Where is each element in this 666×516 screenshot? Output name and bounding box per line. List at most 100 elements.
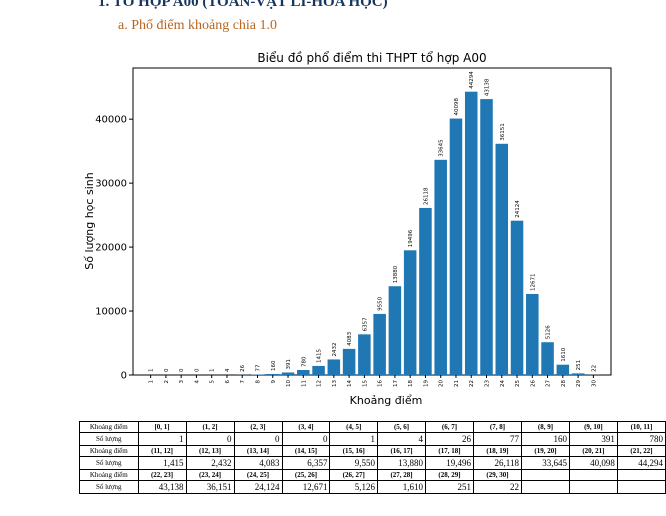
x-tick-label: 22	[469, 380, 475, 387]
bar-value-label: 0	[194, 368, 200, 372]
x-tick-label: 23	[485, 380, 491, 387]
count-cell: 0	[185, 432, 235, 446]
bar-value-label: 2432	[332, 342, 338, 356]
table-row: Số lượng 1,415 2,432 4,083 6,357 9,550 13,880 1…	[79, 456, 666, 470]
count-cell: 12,671	[281, 480, 331, 494]
bar-chart: Biểu đồ phổ điểm thi THPT tổ hợp A00 010…	[83, 51, 612, 407]
bar-20	[434, 159, 447, 375]
count-cell: 0	[281, 432, 331, 446]
x-tick-label: 15	[362, 380, 368, 387]
bar-value-label: 1415	[317, 348, 323, 362]
bar-16	[373, 313, 386, 375]
count-cell: 77	[473, 432, 522, 446]
range-cell: (18, 19]	[473, 445, 522, 457]
table-row: Số lượng 1 0 0 0 1 4 26 77 160 391 780	[79, 432, 666, 446]
range-cell: (22, 23]	[137, 469, 187, 481]
bar-value-label: 36151	[500, 123, 506, 141]
range-cell: (28, 29]	[425, 469, 474, 481]
row-label-range: Khoảng điểm	[79, 421, 139, 433]
count-cell: 22	[473, 480, 522, 494]
x-tick-label: 12	[317, 380, 323, 387]
range-cell: (3, 4]	[281, 421, 331, 433]
bar-24	[495, 143, 509, 375]
range-cell: [0, 1]	[137, 421, 187, 433]
section-heading: 1. TỔ HỢP A00 (TOÁN-VẬT LÍ-HÓA HỌC)	[98, 0, 388, 10]
y-tick-label: 10000	[95, 307, 127, 318]
range-cell	[616, 469, 666, 481]
x-axis-label: Khoảng điểm	[350, 394, 423, 407]
x-tick-label: 6	[225, 380, 231, 384]
x-tick-label: 28	[561, 380, 567, 387]
range-cell: (7, 8]	[473, 421, 522, 433]
count-cell: 4	[377, 432, 427, 446]
count-cell	[520, 480, 570, 494]
bar-15	[358, 334, 371, 375]
range-cell: (10, 11]	[616, 421, 666, 433]
range-cell: (1, 2]	[185, 421, 235, 433]
count-cell: 1,415	[137, 456, 187, 470]
bar-value-label: 0	[164, 368, 170, 372]
x-tick-label: 17	[393, 380, 399, 387]
chart-title: Biểu đồ phổ điểm thi THPT tổ hợp A00	[257, 51, 486, 65]
count-cell: 40,098	[568, 456, 618, 470]
range-cell	[568, 469, 618, 481]
range-cell: (19, 20]	[520, 445, 570, 457]
range-cell: (12, 13]	[185, 445, 235, 457]
count-cell: 4,083	[233, 456, 283, 470]
bar-value-label: 391	[286, 359, 292, 370]
bar-value-label: 44294	[469, 71, 475, 89]
range-cell: (6, 7]	[425, 421, 474, 433]
count-cell: 1,610	[377, 480, 427, 494]
bar-value-label: 13880	[393, 265, 399, 283]
x-tick-label: 8	[256, 380, 262, 384]
x-tick-label: 27	[546, 380, 552, 387]
range-cell: (16, 17]	[377, 445, 427, 457]
bar-value-label: 1	[210, 368, 216, 372]
range-cell: (27, 28]	[377, 469, 427, 481]
bar-value-label: 4083	[347, 331, 353, 345]
range-cell: (25, 26]	[281, 469, 331, 481]
y-tick-label: 20000	[95, 243, 127, 254]
x-tick-label: 30	[591, 380, 597, 387]
x-tick-label: 10	[286, 380, 292, 387]
bar-value-label: 77	[256, 364, 262, 371]
count-cell: 19,496	[425, 456, 474, 470]
x-tick-label: 19	[423, 380, 429, 387]
x-tick-label: 24	[500, 380, 506, 387]
count-cell: 6,357	[281, 456, 331, 470]
range-cell: (23, 24]	[185, 469, 235, 481]
bar-22	[464, 91, 478, 376]
row-label-range: Khoảng điểm	[79, 445, 139, 457]
range-cell: (15, 16]	[329, 445, 379, 457]
bar-27	[541, 342, 554, 375]
bar-21	[449, 118, 463, 376]
table-row: Khoảng điểm (11, 12] (12, 13] (13, 14] (14, …	[79, 445, 666, 457]
count-cell: 26,118	[473, 456, 522, 470]
x-tick-label: 25	[515, 380, 521, 387]
x-tick-label: 29	[576, 380, 582, 387]
count-cell: 43,138	[137, 480, 187, 494]
bar-value-label: 22	[591, 365, 597, 372]
range-cell: (9, 10]	[568, 421, 618, 433]
range-cell: (20, 21]	[568, 445, 618, 457]
range-cell: (4, 5]	[329, 421, 379, 433]
bar-26	[526, 293, 539, 375]
range-cell: (2, 3]	[233, 421, 283, 433]
bar-value-label: 24124	[515, 200, 521, 218]
count-cell: 5,126	[329, 480, 379, 494]
bar-value-label: 4	[225, 368, 231, 372]
range-cell: (11, 12]	[137, 445, 187, 457]
bar-29	[571, 373, 585, 375]
plot-frame	[132, 67, 612, 376]
count-cell: 24,124	[233, 480, 283, 494]
bar-14	[342, 348, 356, 375]
y-axis-label: Số lượng học sinh	[83, 172, 96, 269]
bar-17	[388, 286, 402, 375]
bar-value-label: 6357	[362, 317, 368, 331]
bar-value-label: 9550	[378, 296, 384, 310]
subsection-heading: a. Phổ điểm khoảng chia 1.0	[118, 18, 278, 33]
range-cell: (26, 27]	[329, 469, 379, 481]
x-tick-label: 26	[530, 380, 536, 387]
bar-value-label: 19496	[408, 229, 414, 247]
bar-value-label: 26118	[423, 187, 429, 205]
